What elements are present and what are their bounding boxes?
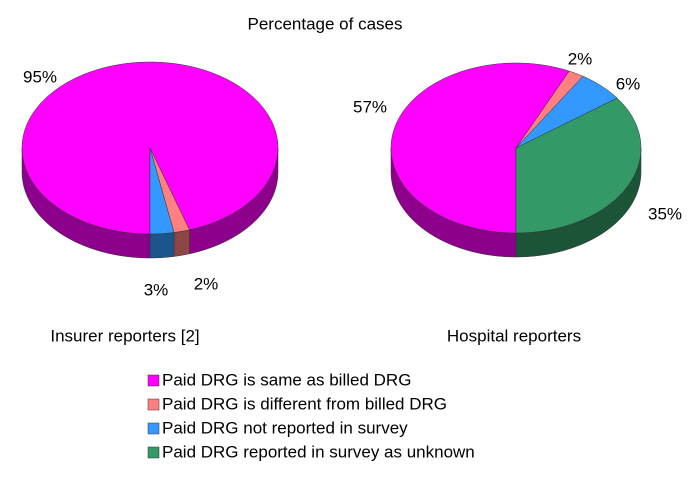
data-label: 3% [144, 280, 169, 299]
legend-swatch [147, 398, 160, 411]
chart-title: Percentage of cases [248, 14, 403, 33]
data-label: 2% [194, 274, 219, 293]
pie-slice [149, 147, 175, 235]
pie-slice [390, 62, 570, 234]
pie-subtitle: Insurer reporters [2] [50, 326, 199, 345]
legend-swatch [147, 374, 160, 387]
data-label: 6% [616, 74, 641, 93]
data-label: 35% [648, 204, 682, 223]
pie-slice [515, 70, 584, 149]
legend-label: Paid DRG not reported in survey [162, 418, 408, 437]
pie-slice [515, 75, 618, 149]
data-label: 2% [568, 49, 593, 68]
legend-swatch [147, 422, 160, 435]
pie-side [149, 232, 175, 259]
data-label: 95% [23, 67, 57, 86]
legend-label: Paid DRG is same as billed DRG [162, 370, 411, 389]
legend-swatch [147, 446, 160, 459]
pie-slice [515, 97, 642, 234]
pie-slice [149, 147, 190, 233]
legend-label: Paid DRG is different from billed DRG [162, 394, 447, 413]
data-label: 57% [353, 97, 387, 116]
pie-side [173, 229, 190, 257]
legend-label: Paid DRG reported in survey as unknown [162, 442, 475, 461]
pie-subtitle: Hospital reporters [447, 326, 581, 345]
